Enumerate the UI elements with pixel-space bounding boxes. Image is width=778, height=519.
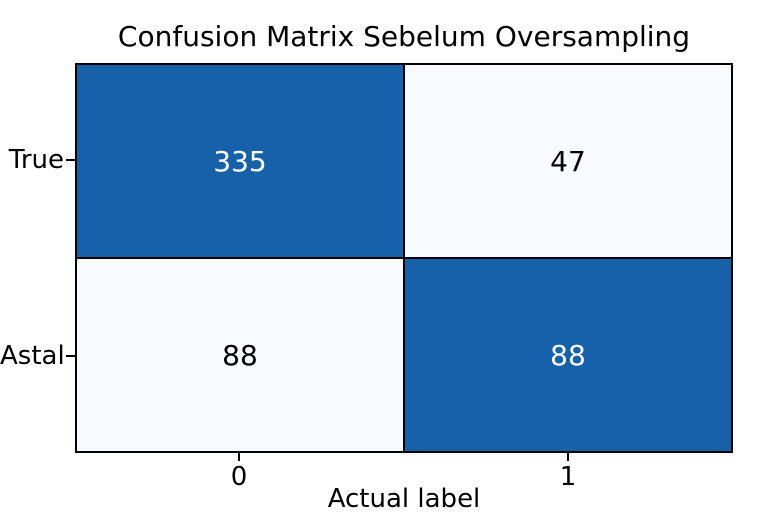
x-axis-label: Actual label [327, 484, 481, 514]
x-tick-mark-1 [567, 453, 569, 461]
matrix-cell-value: 335 [213, 144, 267, 178]
matrix-cell-value: 47 [550, 144, 586, 178]
matrix-cell-0-0: 335 [77, 65, 403, 257]
chart-title: Confusion Matrix Sebelum Oversampling [117, 20, 691, 53]
matrix-cell-1-0: 88 [77, 259, 403, 451]
x-tick-label-0: 0 [230, 462, 248, 492]
x-tick-mark-0 [238, 453, 240, 461]
y-tick-label-true: True [8, 145, 64, 175]
y-tick-mark-1 [66, 355, 75, 357]
matrix-cell-0-1: 47 [405, 65, 731, 257]
y-tick-label-astal: Astal [0, 341, 65, 371]
matrix-cell-1-1: 88 [405, 259, 731, 451]
matrix-cell-value: 88 [550, 338, 586, 372]
matrix-cell-value: 88 [222, 338, 258, 372]
x-tick-label-1: 1 [559, 462, 577, 492]
plot-area: 335 47 88 88 [75, 63, 733, 453]
y-tick-mark-0 [66, 159, 75, 161]
